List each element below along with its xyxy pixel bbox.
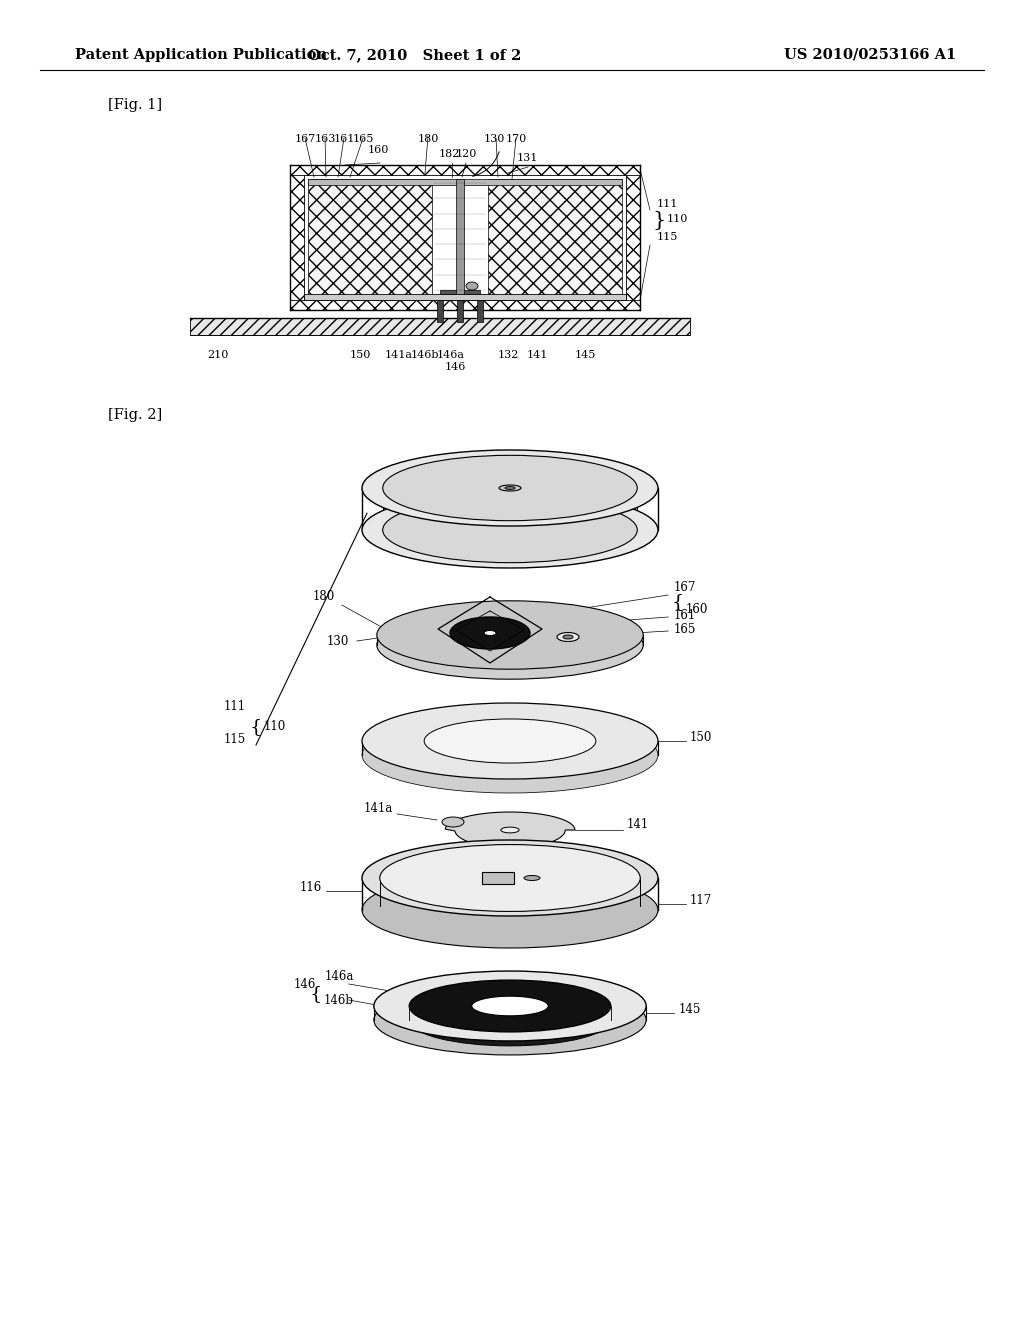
Bar (308, 180, 622, 185)
Text: 146b: 146b (324, 994, 354, 1007)
Ellipse shape (362, 492, 658, 568)
Text: 210: 210 (207, 350, 228, 360)
Ellipse shape (383, 498, 637, 562)
Text: 141: 141 (526, 350, 548, 360)
Ellipse shape (505, 487, 515, 490)
Text: 120: 120 (481, 651, 503, 664)
Text: {: { (671, 593, 684, 611)
Text: 165: 165 (352, 135, 374, 144)
Text: 131: 131 (516, 153, 538, 162)
Text: 161: 161 (334, 135, 354, 144)
Ellipse shape (484, 631, 496, 635)
Bar (304, 294, 626, 300)
Ellipse shape (563, 635, 573, 639)
Text: 182: 182 (438, 149, 460, 158)
Ellipse shape (499, 484, 521, 491)
Text: 130: 130 (483, 135, 505, 144)
Ellipse shape (362, 717, 658, 793)
Text: 130: 130 (327, 635, 349, 648)
Ellipse shape (501, 828, 519, 833)
Text: 111: 111 (657, 199, 678, 209)
Ellipse shape (442, 817, 464, 828)
Text: 132: 132 (498, 350, 519, 360)
Text: 116: 116 (300, 880, 322, 894)
Ellipse shape (380, 845, 640, 911)
Ellipse shape (362, 704, 658, 779)
Text: Patent Application Publication: Patent Application Publication (75, 48, 327, 62)
Ellipse shape (450, 616, 530, 649)
Ellipse shape (383, 455, 637, 520)
Ellipse shape (374, 972, 646, 1041)
Ellipse shape (377, 601, 643, 669)
Bar (440, 290, 480, 294)
Text: 180: 180 (418, 135, 438, 144)
Bar (456, 180, 464, 294)
Text: 160: 160 (368, 145, 389, 154)
Ellipse shape (466, 282, 478, 290)
Text: }: } (652, 210, 666, 230)
Ellipse shape (377, 611, 643, 680)
Text: US 2010/0253166 A1: US 2010/0253166 A1 (784, 48, 956, 62)
Text: 146a: 146a (325, 970, 354, 983)
Text: 110: 110 (264, 721, 287, 734)
Ellipse shape (362, 873, 658, 948)
Bar (488, 180, 622, 294)
Text: {: { (250, 718, 262, 737)
Ellipse shape (424, 719, 596, 763)
Ellipse shape (362, 840, 658, 916)
Text: 120: 120 (456, 149, 477, 158)
Ellipse shape (410, 981, 610, 1032)
Ellipse shape (557, 632, 579, 642)
Text: 167: 167 (294, 135, 315, 144)
Text: 111: 111 (224, 700, 246, 713)
Bar (626, 165, 640, 310)
Text: 146: 146 (444, 362, 466, 372)
Text: 115: 115 (657, 232, 678, 242)
Text: 145: 145 (574, 350, 596, 360)
Ellipse shape (362, 450, 658, 525)
Text: 146b: 146b (411, 350, 439, 360)
Text: 132: 132 (578, 649, 600, 663)
Text: 161: 161 (673, 609, 695, 622)
Bar (290, 165, 304, 310)
Ellipse shape (410, 994, 610, 1045)
Text: 150: 150 (690, 731, 713, 744)
Text: 160: 160 (685, 603, 708, 616)
Ellipse shape (472, 997, 548, 1016)
Text: 117: 117 (690, 894, 713, 907)
Text: 163: 163 (314, 135, 336, 144)
Ellipse shape (472, 1010, 548, 1030)
Text: 141a: 141a (364, 803, 393, 814)
Text: [Fig. 1]: [Fig. 1] (108, 98, 162, 112)
Text: 180: 180 (312, 590, 335, 603)
Ellipse shape (524, 875, 540, 880)
Bar (457, 300, 463, 322)
Bar (290, 165, 640, 176)
Text: 165: 165 (673, 623, 695, 636)
Ellipse shape (383, 455, 637, 520)
Text: 110: 110 (667, 214, 688, 224)
Text: Oct. 7, 2010   Sheet 1 of 2: Oct. 7, 2010 Sheet 1 of 2 (308, 48, 521, 62)
Text: 141a: 141a (385, 350, 413, 360)
Bar (308, 180, 432, 294)
Bar (190, 318, 690, 335)
Bar (482, 873, 514, 884)
Text: 115: 115 (224, 733, 246, 746)
Text: 146a: 146a (437, 350, 465, 360)
Text: 150: 150 (349, 350, 371, 360)
Text: 146: 146 (294, 978, 315, 991)
Bar (477, 300, 483, 322)
Ellipse shape (374, 985, 646, 1055)
Text: 145: 145 (678, 1003, 700, 1016)
Bar (437, 300, 443, 322)
Bar (290, 300, 640, 310)
Text: [Fig. 2]: [Fig. 2] (108, 408, 162, 422)
Text: 170: 170 (506, 135, 526, 144)
Ellipse shape (424, 733, 596, 777)
Text: 141: 141 (627, 818, 649, 832)
Polygon shape (445, 812, 575, 847)
Text: 167: 167 (673, 581, 695, 594)
Text: {: { (309, 985, 322, 1003)
